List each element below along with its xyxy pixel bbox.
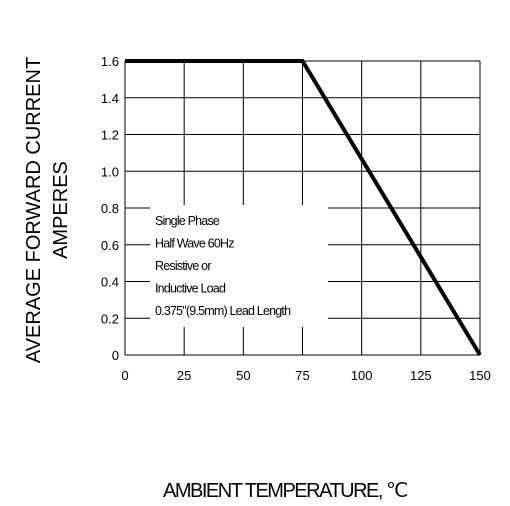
x-tick-label: 125 — [410, 368, 432, 383]
x-tick-label: 25 — [177, 368, 191, 383]
y-tick-labels: 0 0.2 0.4 0.6 0.8 1.0 1.2 1.4 1.6 — [101, 54, 119, 363]
plot-frame — [124, 61, 480, 356]
annotation-line-2: Resistive or — [155, 259, 211, 273]
series — [125, 59, 482, 357]
y-tick-label: 1.2 — [101, 128, 119, 143]
y-tick-label: 0.6 — [101, 238, 119, 253]
x-tick-label: 0 — [121, 368, 128, 383]
y-tick-label: 0.8 — [101, 201, 119, 216]
y-axis-title-line-1: AMPERES — [50, 161, 72, 259]
y-tick-label: 0.4 — [101, 275, 119, 290]
annotation: Single Phase Half Wave 60Hz Resistive or In… — [155, 214, 292, 318]
x-axis-title: AMBIENT TEMPERATURE, ℃ — [163, 480, 408, 502]
y-tick-label: 1.6 — [101, 54, 119, 69]
x-tick-label: 75 — [295, 368, 309, 383]
series-line-0 — [125, 59, 482, 357]
annotation-box — [150, 205, 328, 327]
y-tick-label: 0.2 — [101, 311, 119, 326]
annotation-line-0: Single Phase — [155, 214, 220, 228]
y-tick-label: 1.0 — [101, 164, 119, 179]
x-tick-label: 50 — [236, 368, 250, 383]
y-tick-label: 0 — [112, 348, 119, 363]
annotation-line-1: Half Wave 60Hz — [155, 237, 234, 251]
y-axis-title: AVERAGE FORWARD CURRENT AMPERES — [23, 57, 72, 363]
x-tick-labels: 0 25 50 75 100 125 150 — [121, 368, 490, 383]
annotation-line-4: 0.375"(9.5mm) Lead Length — [155, 304, 291, 318]
annotation-line-3: Inductive Load — [155, 282, 226, 296]
x-tick-label: 100 — [351, 368, 373, 383]
y-tick-label: 1.4 — [101, 91, 119, 106]
x-tick-label: 150 — [469, 368, 491, 383]
y-axis-title-line-0: AVERAGE FORWARD CURRENT — [23, 57, 45, 363]
